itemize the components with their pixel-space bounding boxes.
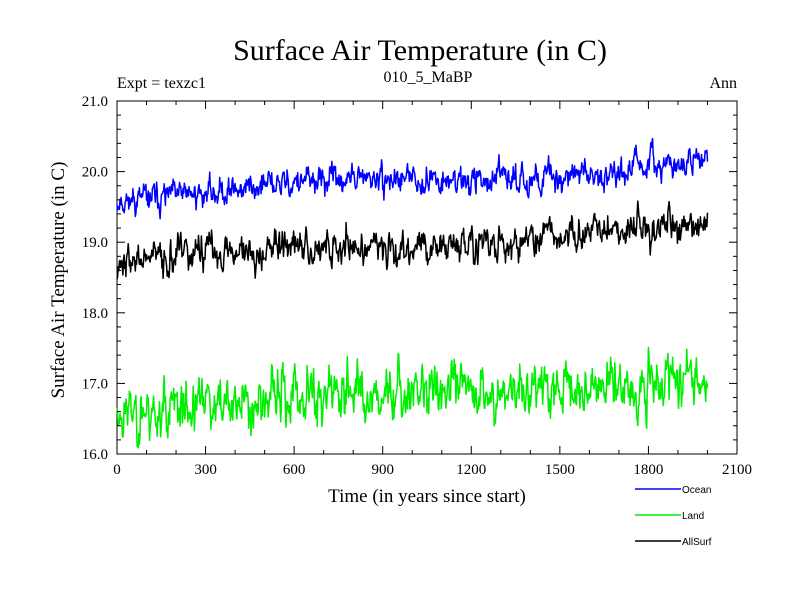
y-tick-label: 19.0 [82,235,108,251]
series-line-ocean [116,137,709,220]
y-tick-label: 16.0 [82,447,108,463]
x-tick-label: 1500 [545,462,575,478]
x-tick-label: 1800 [633,462,663,478]
period-label: 010_5_MaBP [384,69,473,86]
legend-label-land: Land [682,511,704,522]
y-tick-label: 17.0 [82,376,108,392]
y-tick-label: 18.0 [82,306,108,322]
series-line-allsurf [116,200,709,280]
x-tick-label: 900 [371,462,394,478]
x-tick-label: 1200 [456,462,486,478]
legend-label-ocean: Ocean [682,485,711,496]
x-tick-label: 0 [113,462,121,478]
y-axis-label: Surface Air Temperature (in C) [48,162,69,399]
legend-label-allsurf: AllSurf [682,537,712,548]
experiment-label: Expt = texzc1 [117,75,206,92]
axes-layer: 0 300 600 900 1200 1500 1800 2100 16.0 17.0 18.0 19… [82,94,752,478]
series-layer [116,137,709,449]
x-tick-label: 300 [194,462,217,478]
y-tick-label: 21.0 [82,94,108,110]
season-label: Ann [709,75,737,92]
x-tick-label: 2100 [722,462,752,478]
legend: Ocean Land AllSurf [635,485,712,548]
x-axis-label: Time (in years since start) [328,486,526,507]
series-line-land [116,346,709,449]
x-tick-label: 600 [283,462,306,478]
chart-title: Surface Air Temperature (in C) [233,34,607,67]
y-tick-label: 20.0 [82,165,108,181]
